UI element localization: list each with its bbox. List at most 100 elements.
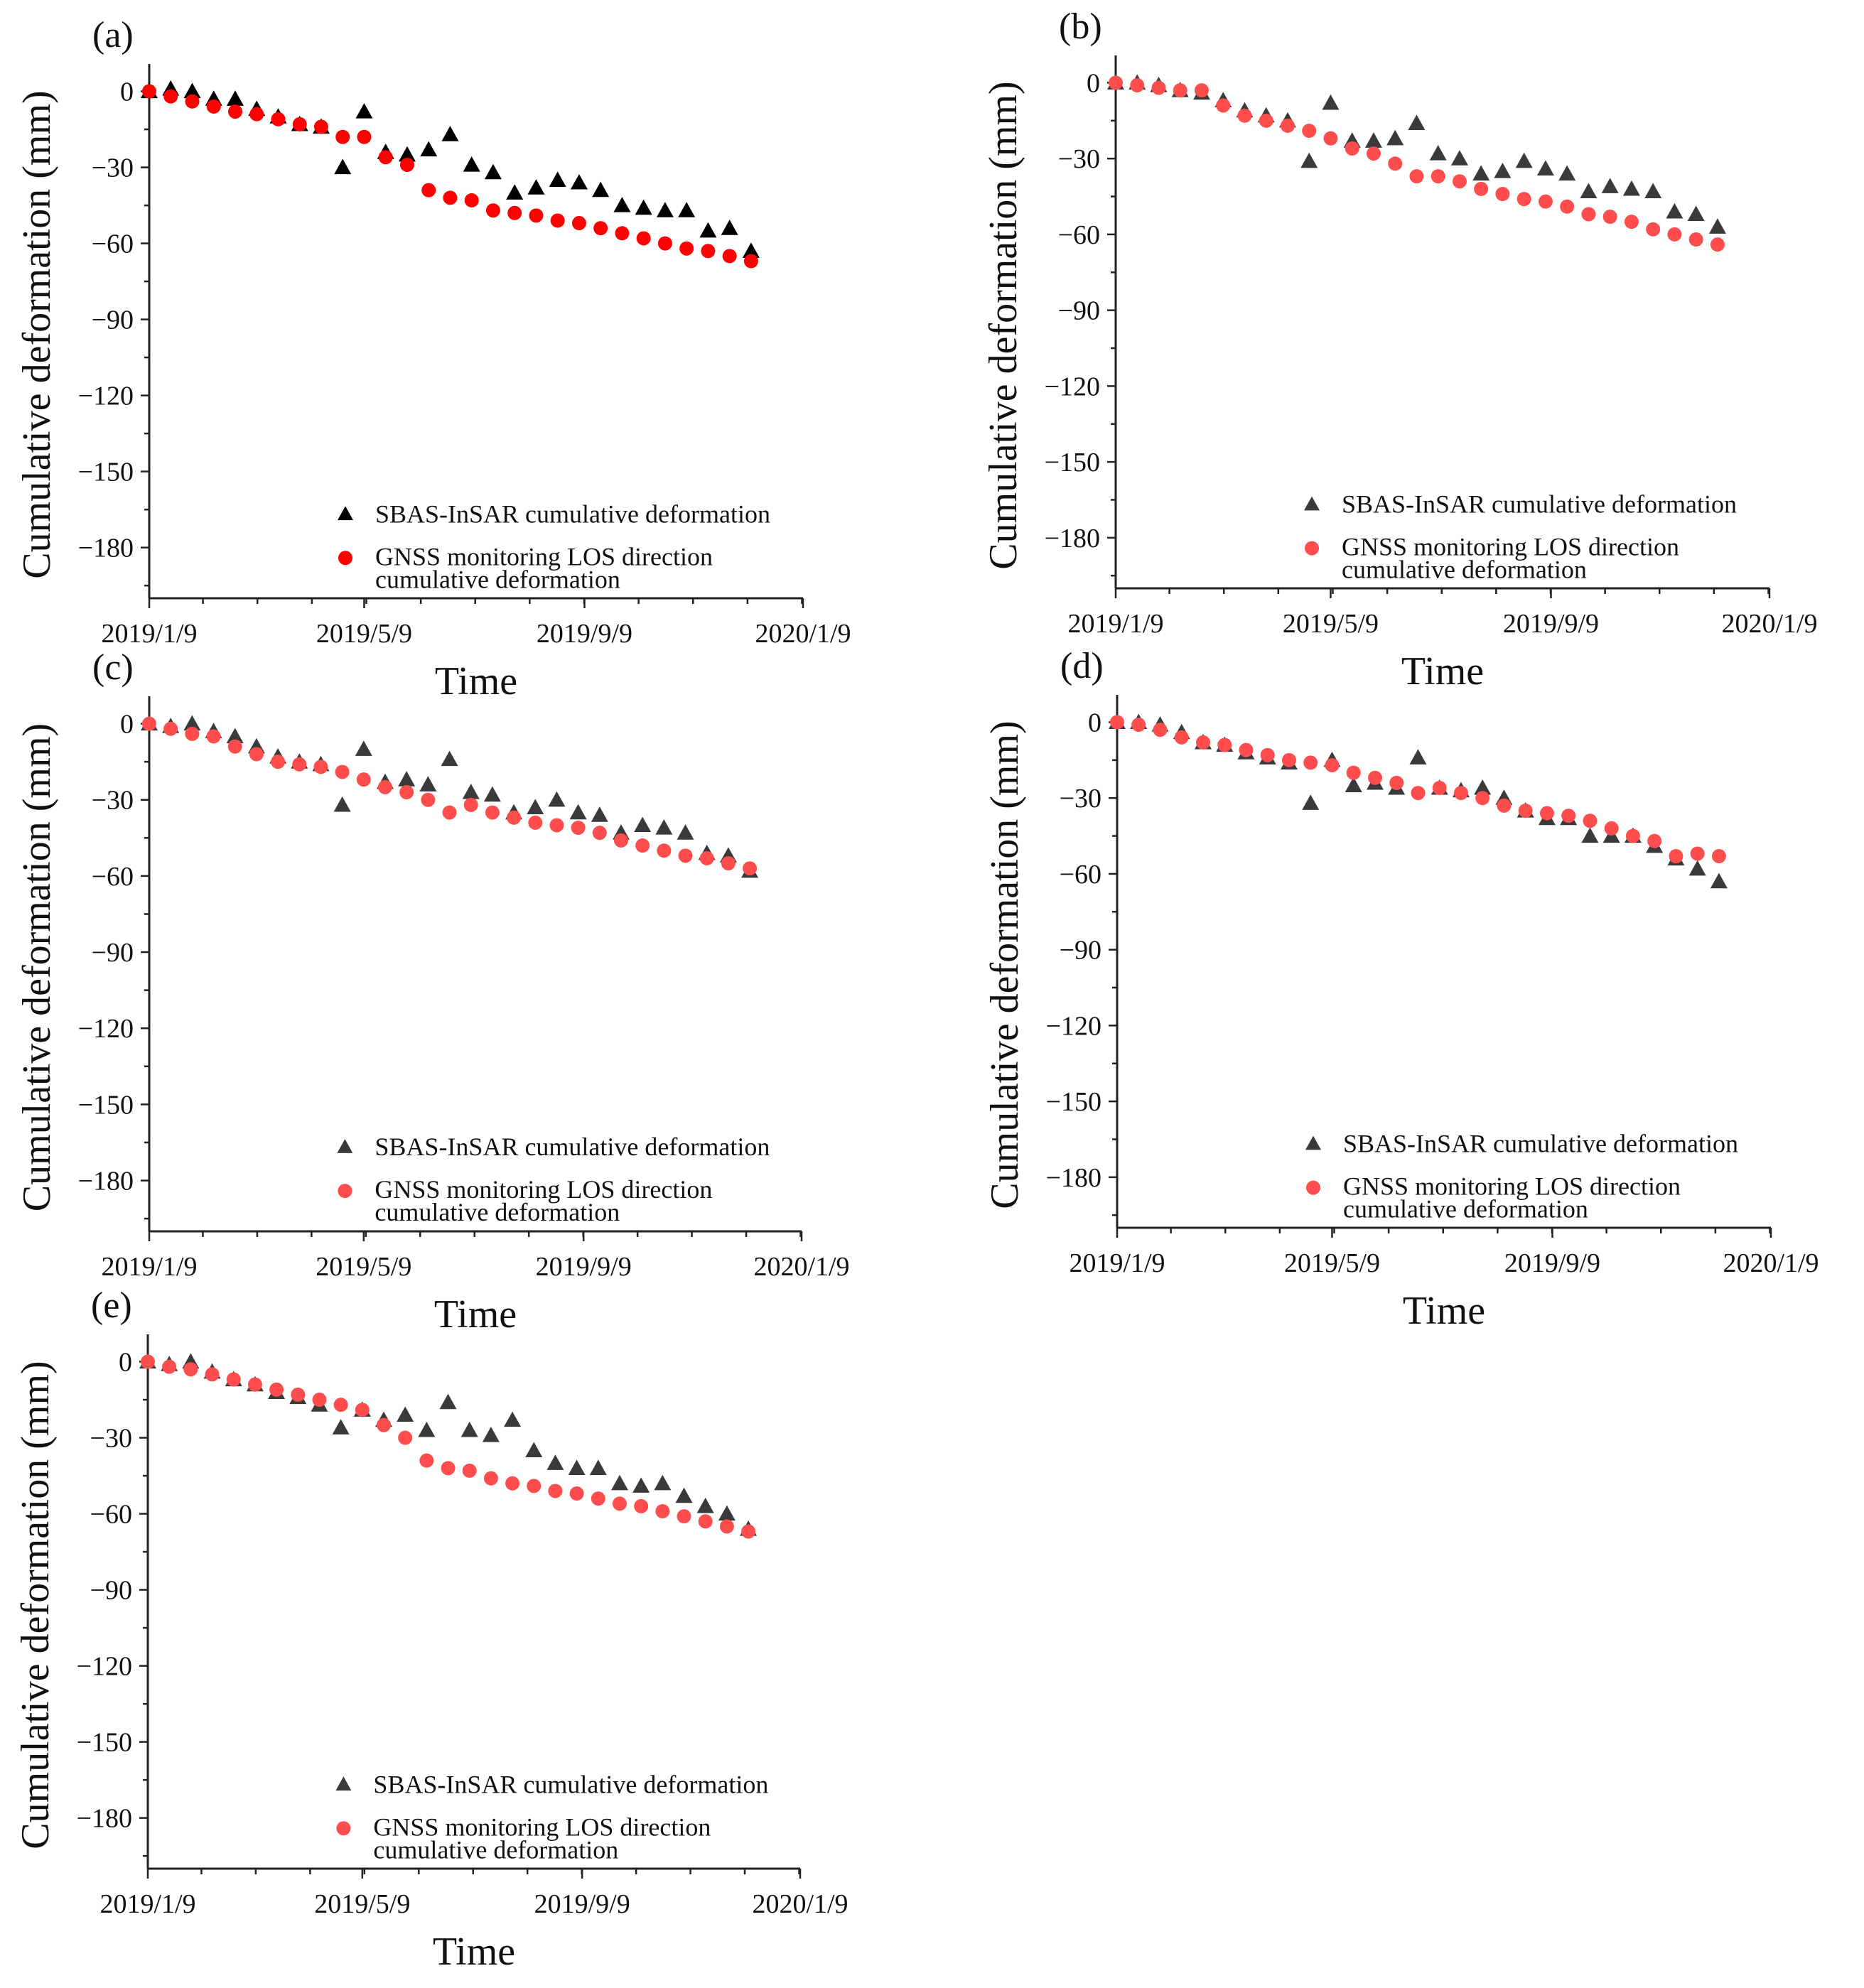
gnss-point — [141, 1354, 155, 1369]
series-gnss-los — [141, 1354, 756, 1539]
gnss-point — [1690, 846, 1705, 861]
gnss-point — [442, 805, 457, 820]
gnss-point — [1280, 118, 1295, 133]
y-tick-label: 0 — [120, 77, 134, 107]
legend-label: GNSS monitoring LOS direction cumulative … — [1343, 1172, 1681, 1223]
gnss-point — [1604, 821, 1619, 836]
panel-label: (c) — [92, 647, 134, 688]
gnss-point — [462, 1463, 477, 1478]
sbas-point — [1345, 777, 1362, 793]
gnss-point — [743, 861, 758, 876]
sbas-point — [1687, 205, 1705, 222]
panel-label: (b) — [1059, 6, 1102, 47]
gnss-point — [1303, 755, 1318, 770]
gnss-point — [1561, 809, 1576, 823]
y-tick-label: −120 — [78, 1014, 134, 1044]
x-tick-label: 2020/1/9 — [1723, 1248, 1819, 1278]
legend: SBAS-InSAR cumulative deformation GNSS mo… — [335, 1770, 768, 1864]
panel-label: (e) — [91, 1285, 132, 1326]
sbas-point — [568, 1459, 586, 1475]
gnss-point — [719, 1519, 734, 1534]
gnss-point — [1560, 199, 1575, 214]
sbas-point — [484, 163, 502, 180]
sbas-point — [441, 750, 458, 767]
panels-group: 0 −30 −60 −90 −120 −150 −180 2019/1/9 2019/5/9 20… — [14, 6, 1819, 1974]
sbas-point — [506, 184, 524, 200]
sbas-point — [654, 1474, 672, 1491]
gnss-point — [269, 1382, 284, 1397]
sbas-point — [1622, 180, 1640, 196]
gnss-point — [721, 856, 736, 871]
gnss-point — [1173, 83, 1187, 98]
y-tick-label: 0 — [1087, 68, 1100, 98]
legend-circle-swatch — [1306, 1180, 1320, 1195]
gnss-point — [227, 739, 242, 754]
gnss-point — [741, 1524, 756, 1539]
gnss-point — [335, 129, 350, 144]
gnss-point — [1153, 723, 1168, 738]
gnss-point — [291, 1387, 306, 1402]
sbas-point — [333, 796, 351, 812]
legend: SBAS-InSAR cumulative deformation GNSS mo… — [338, 499, 770, 593]
y-tick-label: −180 — [1046, 1163, 1101, 1193]
sbas-point — [504, 1411, 522, 1427]
gnss-point — [1539, 806, 1554, 821]
gnss-point — [571, 821, 586, 836]
sbas-point — [1386, 129, 1404, 146]
gnss-point — [399, 785, 414, 800]
y-tick-label: 0 — [1088, 708, 1101, 738]
sbas-point — [525, 1442, 543, 1457]
x-tick-label: 2019/5/9 — [314, 1889, 410, 1919]
gnss-point — [548, 1484, 563, 1498]
gnss-point — [1518, 803, 1533, 818]
y-tick-label: −180 — [78, 1167, 134, 1196]
sbas-point — [548, 791, 566, 807]
sbas-point — [1429, 145, 1447, 161]
sbas-point — [418, 1421, 436, 1437]
gnss-point — [677, 1509, 691, 1524]
panel-b: 0 −30 −60 −90 −120 −150 −180 2019/1/9 2019/5/9 20… — [981, 6, 1818, 693]
gnss-point — [635, 838, 650, 853]
series-gnss-los — [142, 716, 758, 876]
y-tick-label: −90 — [92, 938, 134, 968]
sbas-point — [332, 1419, 350, 1435]
legend-triangle-swatch — [1304, 496, 1320, 511]
gnss-point — [1216, 98, 1231, 113]
y-tick-label: −30 — [92, 153, 134, 183]
x-axis-title: Time — [1403, 1289, 1485, 1333]
sbas-point — [1494, 162, 1512, 178]
gnss-point — [312, 1393, 327, 1408]
gnss-point — [571, 216, 586, 231]
sbas-point — [398, 771, 416, 787]
y-tick-label: −120 — [77, 1652, 132, 1682]
y-tick-label: −180 — [1045, 524, 1100, 553]
sbas-point — [419, 776, 437, 792]
gnss-point — [1497, 798, 1512, 813]
gnss-point — [1475, 791, 1490, 806]
y-tick-label: −60 — [92, 862, 134, 892]
sbas-point — [592, 181, 610, 198]
gnss-point — [1688, 232, 1703, 247]
gnss-point — [185, 94, 200, 109]
x-axis-title: Time — [435, 659, 517, 703]
sbas-point — [632, 1477, 650, 1493]
sbas-point — [610, 1474, 628, 1491]
legend-circle-swatch — [1305, 541, 1319, 556]
panel-a: 0 −30 −60 −90 −120 −150 −180 2019/1/9 2019/5/9 20… — [15, 15, 851, 703]
sbas-point — [1409, 749, 1427, 765]
gnss-point — [357, 129, 372, 144]
gnss-point — [505, 1476, 520, 1491]
x-tick-label: 2019/5/9 — [1284, 1248, 1380, 1278]
sbas-point — [675, 1487, 693, 1503]
y-axis-title: Cumulative deformation (mm) — [15, 723, 59, 1211]
gnss-point — [313, 119, 328, 134]
sbas-point — [699, 222, 717, 238]
gnss-point — [335, 765, 350, 779]
gnss-point — [271, 755, 286, 769]
gnss-point — [1367, 770, 1382, 785]
sbas-point — [462, 784, 480, 799]
legend-triangle-swatch — [338, 506, 353, 521]
gnss-point — [162, 1359, 177, 1374]
sbas-point — [721, 220, 738, 235]
